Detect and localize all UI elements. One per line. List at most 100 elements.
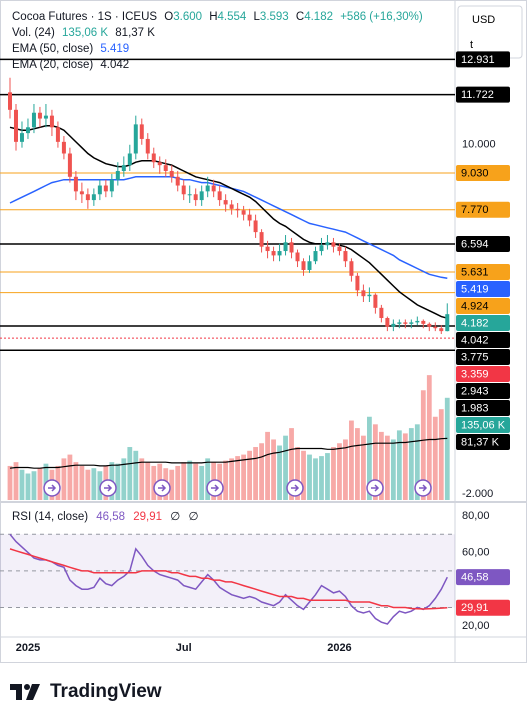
volume-ma-line — [9, 437, 448, 469]
axis-badge — [456, 399, 510, 416]
axis-badge-label: 81,37 K — [461, 436, 500, 448]
candle-body — [397, 322, 402, 324]
volume-bar — [13, 462, 19, 500]
unit[interactable]: t — [470, 39, 473, 51]
axis-badge — [456, 263, 510, 280]
volume-bar — [193, 463, 199, 500]
axis-badge — [456, 235, 510, 252]
volume-bar — [265, 431, 270, 500]
volume-bar — [199, 465, 205, 500]
ohlc-key: O — [164, 11, 174, 23]
ema-name[interactable]: EMA (20, close) — [12, 59, 94, 71]
axis-badge — [456, 416, 510, 433]
volume-bar — [355, 428, 360, 500]
volume-bar — [444, 397, 450, 500]
axis-badge — [456, 331, 510, 348]
ohlc-value: 4.554 — [217, 11, 247, 23]
y-tick-label: 80,00 — [462, 510, 490, 522]
axis-badge — [456, 165, 510, 182]
candle-body — [115, 170, 120, 180]
x-tick-label: 2026 — [327, 642, 351, 654]
candle-body — [217, 191, 222, 201]
axis-badge — [456, 599, 510, 616]
ema-line — [9, 125, 448, 319]
legend-row: Cocoa Futures · 1S · ICEUS O3.600 H4.554… — [12, 9, 427, 25]
volume-bar — [235, 456, 241, 500]
candle-body — [31, 112, 36, 128]
event-arrow — [419, 484, 428, 492]
axis-badge-label: 1.983 — [461, 402, 489, 414]
volume-bar — [241, 454, 247, 500]
ohlc-value: 3.593 — [259, 11, 289, 23]
candle-body — [235, 208, 240, 211]
volume-bar — [343, 439, 348, 500]
candle-body — [427, 323, 432, 327]
volume-bar — [432, 416, 438, 500]
axis-badge-label: 135,06 K — [461, 419, 506, 431]
volume-bar — [181, 462, 187, 500]
volume-bar — [414, 424, 420, 500]
volume-bar — [295, 447, 300, 500]
candle-body — [403, 322, 408, 324]
symbol[interactable]: Cocoa Futures · 1S · ICEUS — [12, 11, 158, 23]
candle-body — [181, 185, 186, 195]
candle-body — [337, 246, 342, 252]
rsi-line — [9, 533, 448, 625]
axis-badge — [456, 280, 510, 297]
volume-bar — [79, 465, 85, 500]
candle-body — [433, 326, 438, 329]
volume-bar — [151, 465, 157, 500]
rsi-title[interactable]: RSI (14, close) — [12, 511, 89, 523]
candle-body — [355, 275, 360, 291]
currency[interactable]: USD — [472, 14, 495, 26]
candle-body — [145, 138, 150, 154]
candle-body — [109, 179, 114, 192]
volume-bar — [313, 458, 318, 500]
volume-bar — [205, 458, 211, 500]
volume-bar — [408, 428, 414, 500]
candle-body — [55, 127, 60, 142]
candle-body — [301, 261, 306, 270]
candle-body — [151, 153, 156, 163]
candle-body — [169, 170, 174, 177]
volume-bar — [37, 468, 43, 500]
legend-row: EMA (20, close) 4.042 — [12, 57, 427, 73]
event-arrow — [211, 484, 220, 492]
axis-badge-label: 3.359 — [461, 368, 489, 380]
volume-bar — [259, 443, 264, 500]
volume-bar — [420, 390, 426, 500]
brand[interactable]: TradingView — [10, 680, 162, 704]
volume-bar — [390, 439, 396, 500]
y-tick-label: 60,00 — [462, 547, 490, 559]
ema-value: 5.419 — [100, 43, 130, 55]
axis-badge-label: 4.042 — [461, 334, 489, 346]
volume-bar — [283, 435, 288, 500]
axis-badge-label: 12.931 — [461, 54, 495, 66]
volume-bar — [91, 468, 97, 500]
candle-body — [289, 242, 294, 253]
axis-badge-label: 29,91 — [461, 602, 489, 614]
volume-bar — [402, 433, 408, 500]
volume-title[interactable]: Vol. (24) — [12, 27, 55, 39]
axis-badge-label: 46,58 — [461, 572, 489, 584]
candle-body — [97, 185, 102, 195]
event-arrow — [291, 484, 300, 492]
legend-row: EMA (50, close) 5.419 — [12, 41, 427, 57]
volume-bar — [301, 450, 306, 500]
volume-bar — [361, 435, 366, 500]
axis-badge-label: 6.594 — [461, 238, 489, 250]
volume-bar — [277, 445, 282, 500]
volume-bar — [247, 450, 252, 500]
candle-body — [415, 320, 420, 323]
volume-bar — [331, 447, 336, 500]
candle-body — [187, 194, 192, 196]
candle-body — [37, 112, 42, 119]
candle-body — [385, 318, 390, 327]
legend-row: Vol. (24) 135,06 K 81,37 K — [12, 25, 427, 41]
axis-badge-label: 9.030 — [461, 167, 489, 179]
candle-body — [319, 245, 324, 252]
ohlc-value: 4.182 — [304, 11, 333, 23]
candle-body — [73, 176, 78, 192]
ema-name[interactable]: EMA (50, close) — [12, 43, 94, 55]
